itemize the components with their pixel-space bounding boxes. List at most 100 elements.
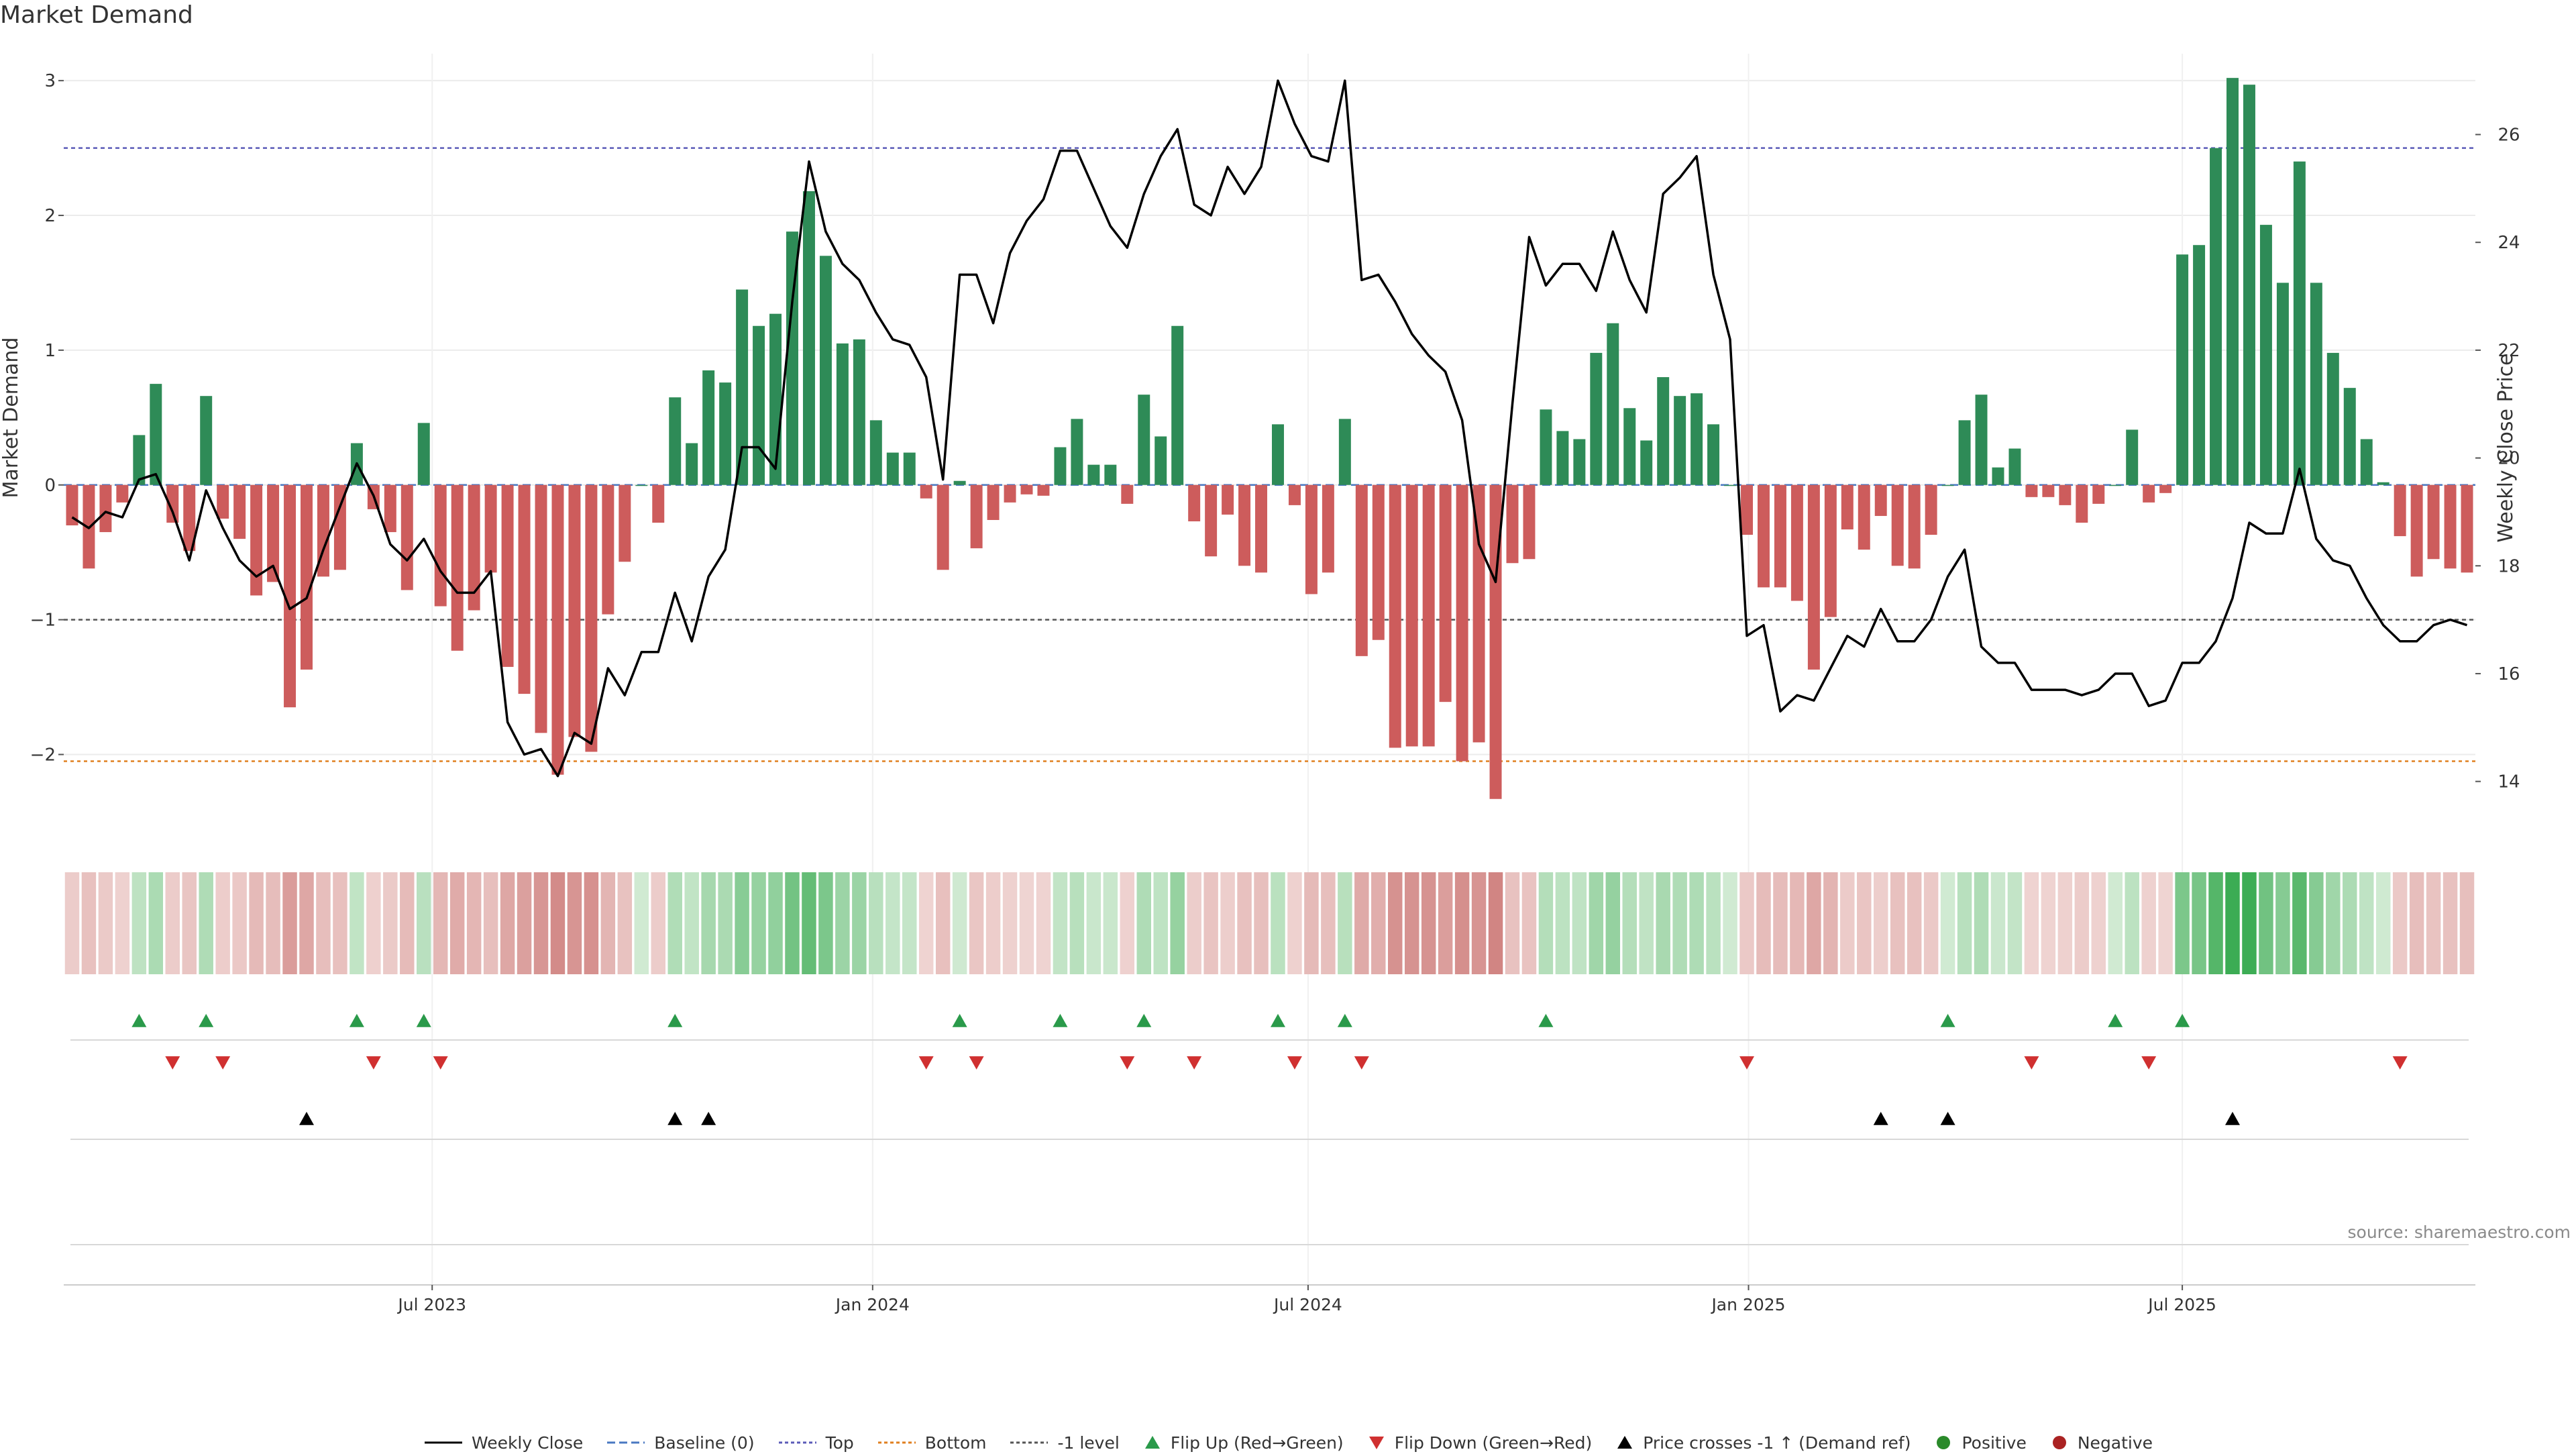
heat-cell — [1840, 872, 1855, 974]
heat-cell — [2208, 872, 2223, 974]
heat-cell — [1538, 872, 1554, 974]
heat-cell — [2443, 872, 2458, 974]
heat-cell — [1605, 872, 1621, 974]
legend-label: Weekly Close — [471, 1433, 584, 1453]
heat-cell — [1321, 872, 1336, 974]
legend-item-flip_down: Flip Down (Green→Red) — [1366, 1433, 1592, 1453]
heat-cell — [383, 872, 398, 974]
demand-bar — [535, 484, 547, 733]
heat-cell — [1572, 872, 1587, 974]
demand-bar — [1439, 484, 1452, 703]
grid-layer — [64, 54, 2475, 1285]
chart-legend: Weekly Close Baseline (0) Top Bottom -1 leve… — [0, 1429, 2576, 1456]
demand-bar — [786, 231, 798, 485]
flip-up-marker — [1940, 1014, 1955, 1027]
heat-cell — [2225, 872, 2240, 974]
heat-cell — [483, 872, 498, 974]
demand-bar — [317, 484, 329, 577]
heat-cell — [802, 872, 816, 974]
heat-cell — [952, 872, 967, 974]
heat-cell — [417, 872, 431, 974]
heat-cell — [1404, 872, 1419, 974]
heat-cell — [466, 872, 482, 974]
heat-cell — [433, 872, 448, 974]
y-tick-label: 2 — [44, 206, 56, 226]
heat-cell — [215, 872, 230, 974]
heat-cell — [1254, 872, 1269, 974]
legend-label: Bottom — [924, 1433, 987, 1453]
legend-item-weekly_close: Weekly Close — [423, 1433, 583, 1453]
demand-bar — [1774, 484, 1786, 588]
heat-cell — [1957, 872, 1972, 974]
flip-down-marker — [1120, 1056, 1135, 1070]
heat-cell — [1438, 872, 1453, 974]
heat-cell — [316, 872, 331, 974]
demand-bar — [2042, 484, 2055, 497]
dot-icon — [2052, 1436, 2066, 1449]
heat-cell — [366, 872, 381, 974]
demand-bar — [1104, 464, 1117, 485]
heat-cell — [1421, 872, 1436, 974]
demand-bar — [1372, 484, 1385, 640]
heat-cell — [2242, 872, 2257, 974]
demand-bar — [1121, 484, 1134, 504]
line-dotted-icon — [1010, 1441, 1049, 1444]
heat-cell — [266, 872, 280, 974]
heat-cell — [1656, 872, 1670, 974]
demand-bar — [150, 384, 162, 485]
demand-bar — [66, 484, 78, 526]
heat-cell — [500, 872, 515, 974]
demand-bar — [1405, 484, 1418, 747]
demand-bar — [116, 484, 129, 503]
demand-bar — [1188, 484, 1201, 521]
y-tick-label: −1 — [30, 611, 56, 631]
demand-bar — [753, 325, 765, 485]
heat-cell — [2041, 872, 2056, 974]
heat-cell — [1471, 872, 1487, 974]
flip-down-marker — [1287, 1056, 1302, 1070]
demand-bar — [417, 423, 430, 485]
flip-up-marker — [1337, 1014, 1352, 1027]
demand-bar — [1389, 484, 1401, 748]
heat-cell — [902, 872, 917, 974]
demand-bar — [1288, 484, 1301, 505]
flip-up-marker — [199, 1014, 214, 1027]
heat-cell — [2024, 872, 2039, 974]
heat-cell — [852, 872, 867, 974]
heat-cell — [1940, 872, 1955, 974]
demand-bar — [2193, 245, 2206, 485]
heat-cell — [2459, 872, 2475, 974]
demand-bar — [2109, 484, 2122, 486]
demand-bar — [200, 396, 213, 485]
demand-bar — [1640, 440, 1653, 485]
demand-bar — [702, 370, 715, 485]
y-tick-label: 0 — [44, 476, 56, 496]
heat-cell — [1153, 872, 1168, 974]
heat-cell — [449, 872, 465, 974]
flip-up-marker — [1136, 1014, 1152, 1027]
demand-bar — [1054, 447, 1067, 485]
demand-bar — [1305, 484, 1318, 594]
demand-bar — [635, 484, 648, 486]
demand-bars — [66, 78, 2473, 799]
demand-bar — [1456, 484, 1468, 762]
demand-bar — [434, 484, 447, 607]
heat-cell — [617, 872, 633, 974]
heat-cell — [2158, 872, 2173, 974]
heat-cell — [1053, 872, 1068, 974]
heat-cell — [2359, 872, 2374, 974]
demand-bar — [853, 339, 865, 485]
line-dotted-icon — [778, 1441, 816, 1444]
demand-bar — [1087, 464, 1100, 485]
demand-bar — [267, 484, 280, 582]
heat-cell — [785, 872, 800, 974]
price-cross-marker — [299, 1112, 314, 1125]
demand-bar — [1724, 484, 1737, 486]
heat-cell — [2259, 872, 2273, 974]
legend-item-bottom: Bottom — [877, 1433, 987, 1453]
demand-bar — [2410, 484, 2423, 577]
heat-cell — [2343, 872, 2357, 974]
demand-bar — [1874, 484, 1887, 516]
demand-bar — [936, 484, 949, 570]
